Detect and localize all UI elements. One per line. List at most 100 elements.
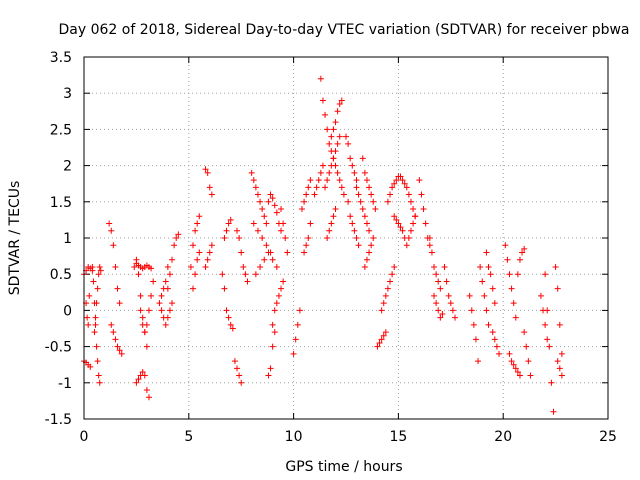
data-point [221, 285, 228, 292]
data-point [347, 155, 354, 162]
data-point [135, 376, 142, 383]
data-point [508, 358, 515, 365]
data-point [189, 285, 196, 292]
series-arc-41 [353, 184, 373, 234]
series-arc-60 [514, 245, 528, 278]
data-point [403, 242, 410, 249]
data-point [525, 358, 532, 365]
data-point [187, 263, 194, 270]
data-point [489, 285, 496, 292]
data-point [294, 321, 301, 328]
data-point [416, 177, 423, 184]
data-point [514, 368, 521, 375]
data-point [510, 300, 517, 307]
y-tick-label: 1 [63, 231, 72, 247]
data-point [194, 220, 201, 227]
data-point [510, 361, 517, 368]
x-tick-label: 5 [184, 429, 193, 445]
data-point [393, 177, 400, 184]
series-arc-17 [202, 166, 215, 198]
data-point [328, 133, 335, 140]
data-point [94, 285, 101, 292]
data-point [485, 321, 492, 328]
series-arc-08 [131, 260, 155, 272]
data-point [546, 343, 553, 350]
data-point [265, 249, 272, 256]
data-point [439, 311, 446, 318]
data-point [431, 292, 438, 299]
data-point [236, 372, 243, 379]
data-point [265, 198, 272, 205]
series-arc-49 [403, 213, 419, 249]
data-point [267, 365, 274, 372]
data-point [92, 314, 99, 321]
x-tick-label: 15 [389, 429, 407, 445]
series-arc-42 [359, 155, 379, 213]
data-point [221, 235, 228, 241]
x-axis-label: GPS time / hours [285, 459, 402, 475]
data-point [328, 220, 335, 227]
data-point [225, 314, 232, 321]
data-point [363, 220, 370, 227]
data-point [271, 202, 278, 209]
data-point [357, 198, 364, 205]
y-tick-label: 1.5 [50, 195, 72, 211]
data-point [437, 314, 444, 321]
data-point [242, 271, 249, 278]
series-arc-43 [361, 235, 377, 270]
data-point [332, 162, 339, 169]
data-point [229, 325, 236, 332]
series-arc-65 [554, 358, 565, 379]
data-point [278, 285, 285, 292]
data-point [86, 292, 93, 299]
data-point [384, 285, 391, 292]
data-point [307, 177, 314, 184]
data-point [240, 263, 247, 270]
data-point [238, 379, 245, 386]
data-point [131, 263, 138, 270]
data-point [330, 126, 337, 133]
series-arc-11 [137, 278, 157, 336]
data-point [261, 256, 268, 263]
data-point [248, 169, 255, 176]
data-point [114, 343, 121, 350]
data-point [527, 372, 534, 379]
series-arc-06 [106, 220, 123, 307]
data-point [108, 227, 115, 234]
series-arc-37 [328, 97, 345, 140]
data-point [477, 263, 484, 270]
data-point [282, 235, 289, 241]
data-point [521, 329, 528, 336]
data-point [244, 278, 251, 285]
data-point [556, 321, 563, 328]
series-arc-05 [91, 263, 104, 336]
data-point [173, 235, 180, 241]
data-point [363, 177, 370, 184]
series-arc-01 [81, 263, 96, 278]
data-point [319, 162, 326, 169]
data-point [110, 329, 117, 336]
data-point [401, 180, 408, 187]
data-point [223, 307, 230, 314]
data-point [399, 177, 406, 184]
data-point [345, 140, 352, 147]
data-point [523, 343, 530, 350]
data-point [278, 227, 285, 234]
series-arc-47 [391, 213, 408, 241]
data-point [322, 111, 329, 118]
data-point [261, 213, 268, 220]
data-point [259, 206, 266, 213]
data-point [558, 350, 565, 357]
series-arc-36 [324, 206, 339, 241]
data-point [514, 271, 521, 278]
data-point [143, 387, 150, 394]
data-point [269, 195, 276, 202]
data-point [391, 263, 398, 270]
data-point [91, 329, 98, 336]
data-point [269, 321, 276, 328]
data-point [273, 263, 280, 270]
data-point [347, 213, 354, 220]
data-point [90, 278, 97, 285]
data-point [250, 177, 257, 184]
data-point [435, 307, 442, 314]
